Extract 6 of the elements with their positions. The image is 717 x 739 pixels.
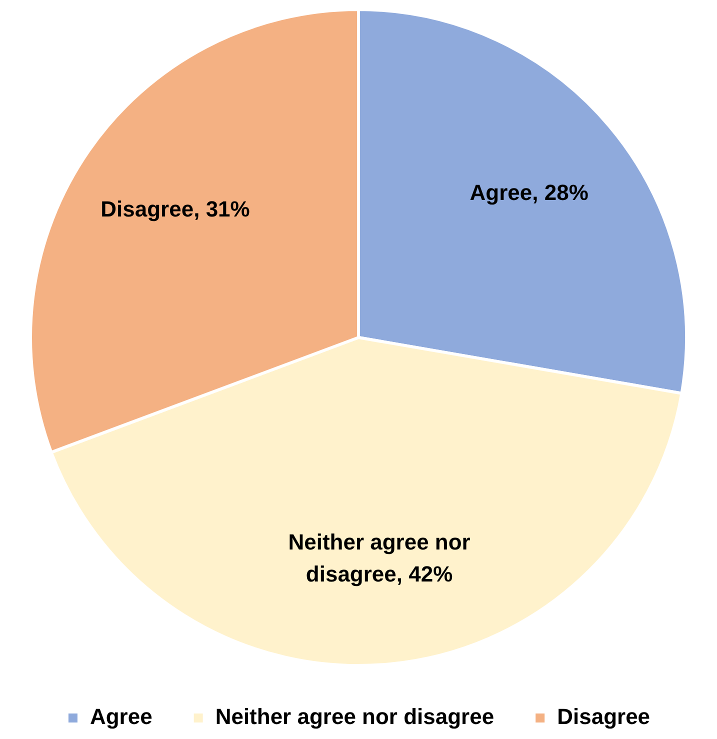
data-label: Agree, 28% — [470, 180, 588, 205]
data-label: Disagree, 31% — [100, 196, 250, 222]
data-label: Neither agree nor disagree, 42% — [288, 530, 471, 587]
legend-label: Agree — [90, 704, 152, 730]
legend-label: Neither agree nor disagree — [215, 704, 494, 730]
legend-label: Disagree — [557, 704, 650, 730]
